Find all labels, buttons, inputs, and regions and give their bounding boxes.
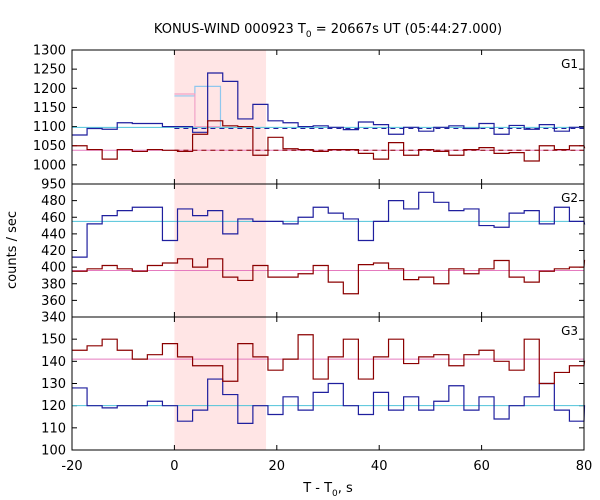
- x-tick-label: 0: [170, 459, 178, 474]
- y-tick-label: 120: [41, 399, 66, 414]
- panel-frame: [71, 183, 585, 318]
- y-tick-label: 380: [41, 277, 66, 292]
- panel-g3: 100 110 120 130 140 150 G3: [41, 316, 586, 459]
- chart-title: KONUS-WIND 000923 T0 = 20667s UT (05:44:…: [154, 22, 502, 40]
- blue-count-series: [72, 191, 586, 258]
- y-tick-label: 130: [41, 377, 66, 392]
- panel-frame: [71, 316, 585, 451]
- y-tick-label: 1050: [33, 139, 66, 154]
- y-axis-label: counts / sec: [5, 211, 20, 289]
- panel-frame: [71, 49, 585, 185]
- y-tick-label: 110: [41, 421, 66, 436]
- x-tick-label: 60: [473, 459, 490, 474]
- panel-label: G3: [561, 324, 578, 338]
- y-tick-label: 440: [41, 227, 66, 242]
- fit-step-curve: [174, 85, 222, 127]
- red-count-series: [72, 334, 586, 385]
- red-count-series: [72, 120, 586, 162]
- y-tick-label: 400: [41, 261, 66, 276]
- y-tick-label: 1200: [33, 82, 66, 97]
- red-count-series: [72, 258, 586, 295]
- y-tick-label: 140: [41, 355, 66, 370]
- x-axis-label: T - T0, s: [302, 481, 353, 499]
- x-tick-label: -20: [61, 459, 82, 474]
- y-tick-label: 950: [41, 178, 66, 193]
- y-tick-label: 1250: [33, 63, 66, 78]
- blue-count-series: [72, 378, 586, 424]
- y-tick-label: 100: [41, 444, 66, 459]
- y-tick-label: 460: [41, 211, 66, 226]
- y-tick-label: 1300: [33, 44, 66, 59]
- panel-label: G2: [561, 191, 578, 205]
- y-tick-label: 340: [41, 311, 66, 326]
- panel-label: G1: [561, 57, 578, 71]
- y-tick-label: 1150: [33, 101, 66, 116]
- y-tick-label: 150: [41, 333, 66, 348]
- x-tick-label: 80: [576, 459, 593, 474]
- blue-count-series: [72, 72, 585, 136]
- panel-g1: 950 1000 1050 1100 1150 1200 1250 1300 G1: [33, 44, 586, 193]
- y-tick-label: 360: [41, 294, 66, 309]
- y-tick-label: 1100: [33, 120, 66, 135]
- x-tick-label: 20: [269, 459, 286, 474]
- y-tick-label: 420: [41, 244, 66, 259]
- y-tick-label: 1000: [33, 158, 66, 173]
- y-tick-label: 480: [41, 194, 66, 209]
- x-tick-label: 40: [371, 459, 388, 474]
